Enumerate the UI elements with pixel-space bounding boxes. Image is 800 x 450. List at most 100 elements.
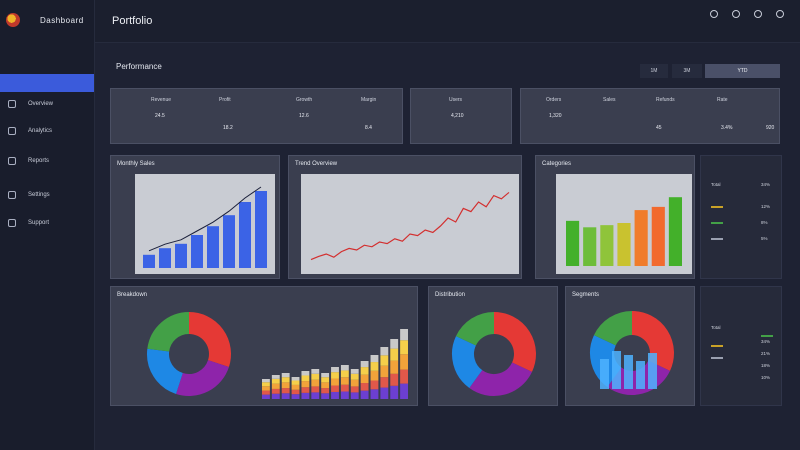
top-bar: Portfolio bbox=[95, 0, 800, 43]
bar-segment bbox=[281, 373, 290, 378]
sidebar-item-overview[interactable]: Overview bbox=[8, 97, 53, 111]
donut-chart bbox=[147, 312, 231, 396]
segments-panel: Segments bbox=[565, 286, 695, 406]
legend-label: Total bbox=[711, 182, 721, 187]
bar-segment bbox=[262, 390, 270, 395]
brand-name: Dashboard bbox=[40, 15, 84, 25]
bar-segment bbox=[360, 390, 369, 399]
donut-slice bbox=[631, 311, 674, 371]
legend-label: Total bbox=[711, 325, 721, 330]
sidebar-item-settings[interactable]: Settings bbox=[8, 188, 50, 202]
bar bbox=[583, 227, 597, 266]
legend-value: 10% bbox=[761, 375, 771, 380]
notification-icon[interactable] bbox=[710, 10, 718, 18]
bar-segment bbox=[301, 381, 310, 388]
bar bbox=[612, 351, 621, 389]
kpi-value: 1,320 bbox=[549, 113, 562, 119]
bar-segment bbox=[400, 329, 408, 341]
bar-segment bbox=[321, 393, 330, 399]
bar-segment bbox=[390, 385, 399, 399]
bar bbox=[255, 191, 267, 268]
message-icon[interactable] bbox=[732, 10, 740, 18]
bar bbox=[624, 355, 633, 389]
bar-segment bbox=[331, 372, 339, 379]
bar bbox=[651, 206, 665, 266]
bar-segment bbox=[321, 373, 330, 378]
line-chart-panel: Trend Overview bbox=[288, 155, 522, 279]
legend-card-bottom: Total 34% 21% 18% 10% bbox=[700, 286, 782, 406]
bar-segment bbox=[321, 382, 330, 389]
trend-line bbox=[148, 186, 262, 252]
segment-1m[interactable]: 1M bbox=[640, 64, 668, 78]
chart-icon bbox=[8, 127, 16, 135]
bar-segment bbox=[262, 382, 270, 387]
bar-segment bbox=[301, 387, 310, 393]
bar-segment bbox=[291, 389, 300, 395]
kpi-value: 45 bbox=[656, 125, 662, 131]
bar bbox=[600, 359, 609, 389]
bar-segment bbox=[370, 362, 379, 371]
brand[interactable]: Dashboard bbox=[6, 10, 84, 30]
bar-segment bbox=[291, 380, 300, 385]
bar-segment bbox=[340, 370, 349, 378]
page-title: Portfolio bbox=[112, 15, 153, 27]
bar-segment bbox=[301, 371, 310, 376]
legend-value: 8% bbox=[761, 220, 768, 225]
bar bbox=[191, 235, 203, 268]
bar-segment bbox=[271, 378, 280, 384]
legend-swatch bbox=[711, 345, 723, 347]
bar-segment bbox=[271, 383, 280, 389]
legend-swatch bbox=[711, 238, 723, 240]
bar-segment bbox=[331, 367, 339, 373]
gear-icon bbox=[8, 191, 16, 199]
bar-segment bbox=[350, 369, 359, 374]
bar-segment bbox=[400, 383, 408, 399]
top-icons bbox=[710, 10, 784, 18]
bar-segment bbox=[400, 369, 408, 384]
bar-segment bbox=[380, 365, 389, 378]
sidebar-item-reports[interactable]: Reports bbox=[8, 154, 49, 168]
kpi-value: 24.5 bbox=[155, 113, 165, 119]
settings-icon[interactable] bbox=[754, 10, 762, 18]
donut-panel: Distribution bbox=[428, 286, 558, 406]
kpi-value: 8.4 bbox=[365, 125, 372, 131]
kpi-label: Growth bbox=[296, 97, 313, 103]
panel-title: Categories bbox=[542, 161, 572, 167]
bar-chart bbox=[135, 174, 275, 274]
bar-segment bbox=[301, 392, 310, 399]
bar-segment bbox=[380, 387, 389, 399]
sidebar-item-support[interactable]: Support bbox=[8, 216, 49, 230]
legend-swatch bbox=[711, 357, 723, 359]
bar-segment bbox=[350, 379, 359, 387]
bar-segment bbox=[262, 394, 270, 399]
kpi-label: Revenue bbox=[151, 97, 172, 103]
bar-segment bbox=[360, 383, 369, 391]
kpi-value: 4,210 bbox=[451, 113, 464, 119]
kpi-value: 3.4% bbox=[721, 125, 733, 131]
bar bbox=[634, 210, 648, 266]
kpi-label: Orders bbox=[546, 97, 562, 103]
legend-card-top: Total 34% 12% 8% 5% bbox=[700, 155, 782, 279]
bar-segment bbox=[380, 347, 389, 356]
bar bbox=[668, 197, 682, 266]
bar-segment bbox=[311, 373, 320, 380]
section-title: Performance bbox=[116, 62, 162, 71]
bar-segment bbox=[360, 361, 369, 368]
file-icon bbox=[8, 157, 16, 165]
legend-swatch bbox=[711, 206, 723, 208]
bar-segment bbox=[340, 377, 349, 385]
panel-title: Trend Overview bbox=[295, 161, 338, 167]
bar-segment bbox=[281, 388, 290, 394]
segment-ytd[interactable]: YTD bbox=[705, 64, 780, 78]
segment-3m[interactable]: 3M bbox=[672, 64, 702, 78]
bar-segment bbox=[390, 339, 399, 349]
bar-segment bbox=[262, 386, 270, 391]
profile-icon[interactable] bbox=[776, 10, 784, 18]
donut-slice bbox=[176, 359, 229, 396]
sidebar-item-analytics[interactable]: Analytics bbox=[8, 124, 52, 138]
bar-segment bbox=[340, 365, 349, 371]
donut-slice bbox=[147, 312, 190, 353]
bar-segment bbox=[340, 384, 349, 392]
bar-chart-panel: Monthly Sales bbox=[110, 155, 280, 279]
bar-segment bbox=[350, 392, 359, 399]
